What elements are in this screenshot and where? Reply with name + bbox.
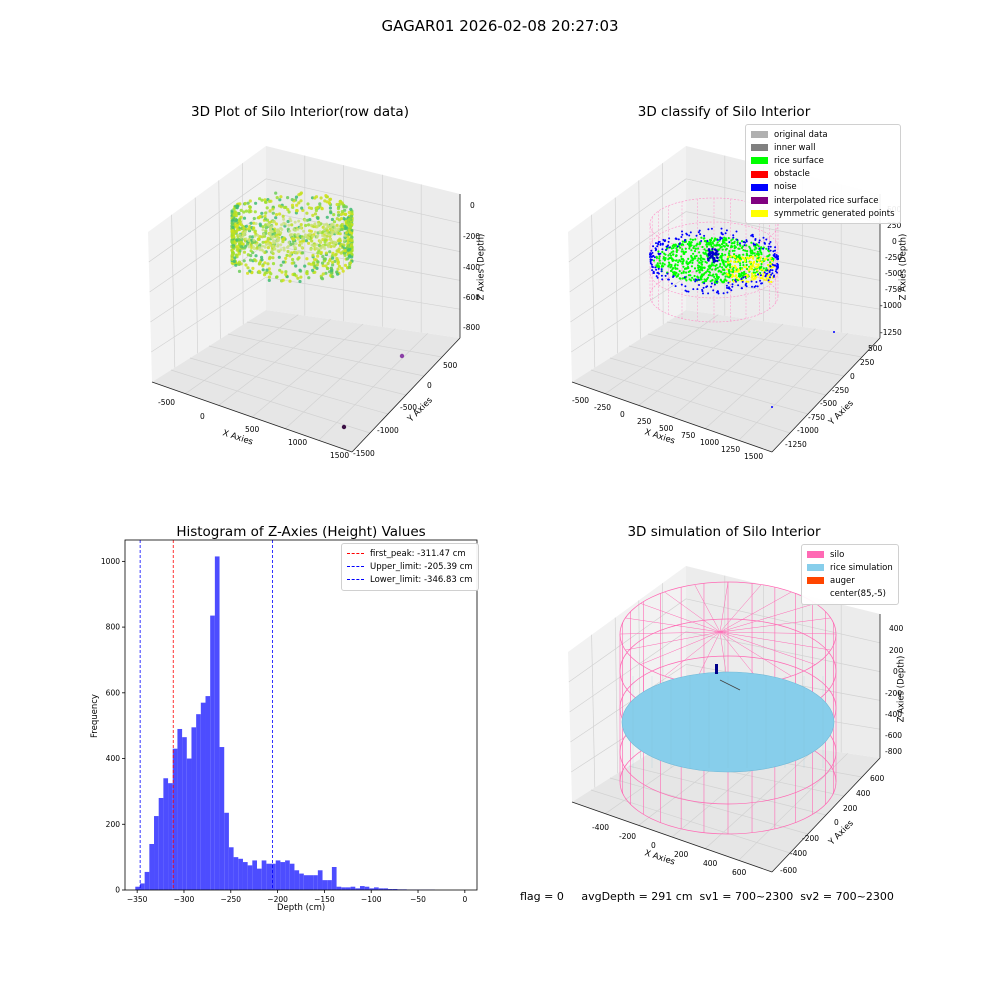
p4-ytick: 200: [843, 804, 857, 813]
p4-ytick: -200: [802, 834, 819, 843]
p4-ytick: 0: [834, 818, 839, 827]
legend-item: silo: [807, 548, 893, 561]
p4-ztick: 200: [889, 646, 903, 655]
legend-swatch: [807, 577, 824, 584]
panel4-legend: silo rice simulation auger center(85,-5): [801, 544, 899, 605]
p4-ztick: -600: [885, 731, 902, 740]
legend-label: center(85,-5): [830, 589, 886, 599]
legend-item: rice simulation: [807, 561, 893, 574]
auger-marker: [715, 664, 718, 674]
legend-swatch: [807, 551, 824, 558]
p4-ztick: -800: [885, 747, 902, 756]
p4-ytick: -400: [790, 849, 807, 858]
p4-xtick: -400: [592, 823, 609, 832]
p4-xtick: 400: [703, 859, 717, 868]
legend-swatch: [807, 564, 824, 571]
legend-label: auger: [830, 576, 855, 586]
p4-ytick: 400: [856, 789, 870, 798]
p4-ztick: 400: [889, 624, 903, 633]
p4-ytick: -600: [780, 866, 797, 875]
p4-ytick: 600: [870, 774, 884, 783]
status-footer: flag = 0 avgDepth = 291 cm sv1 = 700~230…: [520, 890, 894, 903]
p4-xtick: -200: [619, 832, 636, 841]
legend-label: silo: [830, 550, 844, 560]
p4-xtick: 0: [651, 841, 656, 850]
legend-swatch: [807, 591, 824, 598]
p4-xtick: 600: [732, 868, 746, 877]
legend-item: center(85,-5): [807, 588, 893, 601]
p4-zlabel: Z Axies (Depth): [896, 656, 906, 723]
legend-item: auger: [807, 574, 893, 587]
legend-label: rice simulation: [830, 563, 893, 573]
